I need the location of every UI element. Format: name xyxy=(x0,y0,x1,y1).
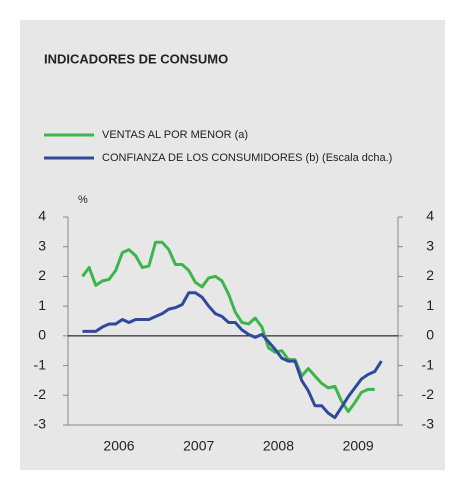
y-label: % xyxy=(78,194,88,206)
y2-tick-label: 4 xyxy=(426,208,434,224)
y-tick-label: -2 xyxy=(34,386,47,402)
y2-tick-label: -2 xyxy=(422,386,435,402)
y2-tick-label: 1 xyxy=(426,297,434,313)
y-tick-label: 0 xyxy=(38,327,46,343)
x-tick-label: 2006 xyxy=(103,438,134,454)
y-tick-label: -1 xyxy=(34,356,47,372)
chart-title: INDICADORES DE CONSUMO xyxy=(44,51,228,66)
y-tick-label: 3 xyxy=(38,237,46,253)
y2-tick-label: -3 xyxy=(422,416,435,432)
y-tick-label: 1 xyxy=(38,297,46,313)
x-tick-label: 2009 xyxy=(343,438,374,454)
legend-label: CONFIANZA DE LOS CONSUMIDORES (b) (Escal… xyxy=(102,152,392,164)
series-line xyxy=(82,291,383,420)
x-tick-label: 2007 xyxy=(183,438,214,454)
series-line xyxy=(81,240,375,414)
y2-tick-label: 3 xyxy=(426,237,434,253)
x-tick-label: 2008 xyxy=(263,438,294,454)
legend-label: VENTAS AL POR MENOR (a) xyxy=(102,129,248,141)
panel xyxy=(20,20,445,470)
y-tick-label: 2 xyxy=(38,267,46,283)
y2-tick-label: 0 xyxy=(426,327,434,343)
y2-tick-label: 2 xyxy=(426,267,434,283)
y2-tick-label: -1 xyxy=(422,356,435,372)
y-tick-label: 4 xyxy=(38,208,46,224)
y-tick-label: -3 xyxy=(34,416,47,432)
